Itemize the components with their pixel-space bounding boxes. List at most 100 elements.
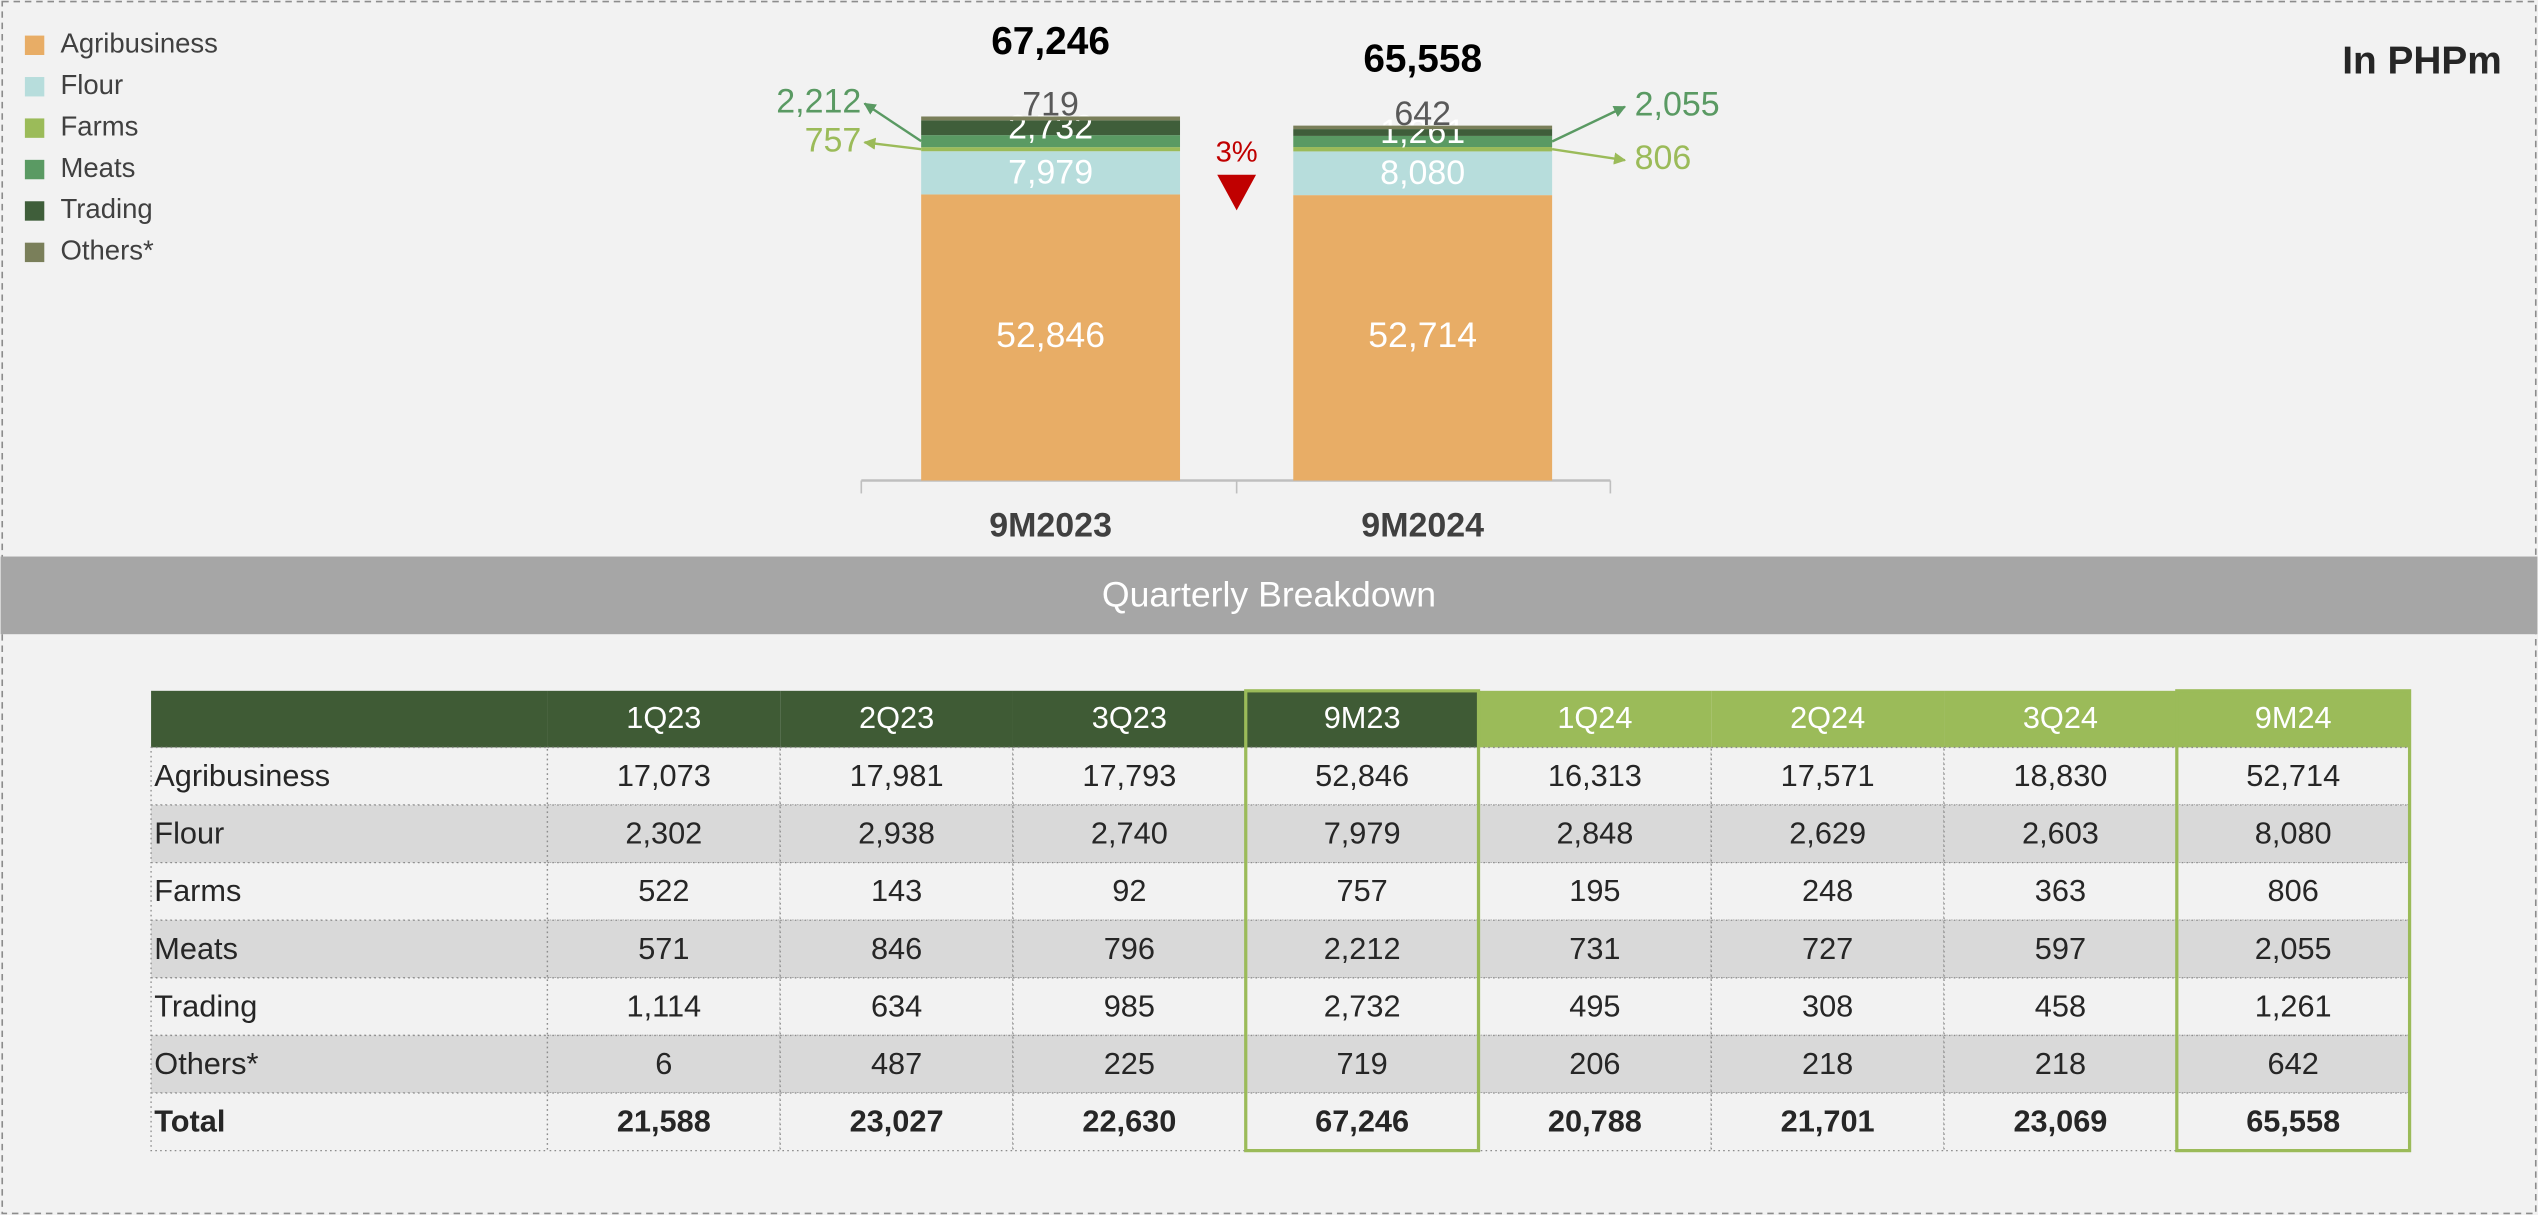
table-header-text: 2Q23 xyxy=(859,700,934,735)
table-cell xyxy=(779,746,1014,806)
section-band xyxy=(0,556,2538,635)
table-cell-text: 985 xyxy=(1104,988,1155,1023)
table-cell xyxy=(1012,977,1247,1037)
column-highlight xyxy=(2175,689,2412,1153)
bar-segment xyxy=(1293,125,1553,130)
table-cell xyxy=(1012,746,1247,806)
table-row-label: Meats xyxy=(154,931,238,966)
table-cell-text: 796 xyxy=(1104,931,1155,966)
table-header-cell xyxy=(1245,690,1479,748)
table-cell-text: 218 xyxy=(2035,1046,2086,1081)
table-cell-text: 731 xyxy=(1569,931,1620,966)
table-cell-text: 21,588 xyxy=(617,1104,711,1139)
table-header-text: 3Q23 xyxy=(1092,700,1167,735)
table-header-cell xyxy=(151,690,548,748)
table-cell-text: 487 xyxy=(871,1046,922,1081)
table-cell xyxy=(1943,977,2178,1037)
bar-segment xyxy=(921,147,1181,152)
table-cell-text: 2,212 xyxy=(1324,931,1401,966)
table-cell xyxy=(1710,977,1945,1037)
table-cell xyxy=(2176,746,2411,806)
data-label: 7,979 xyxy=(1008,153,1093,191)
table-cell xyxy=(150,919,549,979)
table-cell-text: 2,848 xyxy=(1556,816,1633,851)
bar-segment xyxy=(1293,135,1553,148)
table-cell-text: 143 xyxy=(871,873,922,908)
table-header-cell xyxy=(1012,690,1246,748)
table-cell xyxy=(1477,804,1712,864)
table-cell-text: 20,788 xyxy=(1548,1104,1642,1139)
table-cell-text: 495 xyxy=(1569,988,1620,1023)
table-cell-text: 218 xyxy=(1802,1046,1853,1081)
legend-label: Trading xyxy=(60,193,152,224)
table-cell xyxy=(1710,746,1945,806)
table-cell xyxy=(150,1034,549,1094)
table-cell xyxy=(1477,1034,1712,1094)
bar-segment xyxy=(1293,195,1553,481)
table-cell-text: 225 xyxy=(1104,1046,1155,1081)
table-cell xyxy=(546,919,781,979)
legend-swatch xyxy=(24,35,45,56)
table-cell-text: 363 xyxy=(2035,873,2086,908)
table-header-cell xyxy=(1478,690,1712,748)
data-label: 719 xyxy=(1022,86,1079,124)
table-cell-text: 92 xyxy=(1112,873,1146,908)
legend-label: Agribusiness xyxy=(60,28,217,59)
callout-arrow xyxy=(1551,148,1627,165)
table-cell-text: 16,313 xyxy=(1548,758,1642,793)
total-label: 67,246 xyxy=(991,20,1110,63)
table-cell xyxy=(1245,977,1480,1037)
table-header-text: 1Q23 xyxy=(626,700,701,735)
bar-segment xyxy=(921,120,1181,136)
table-cell xyxy=(1012,861,1247,921)
table-cell-text: 308 xyxy=(1802,988,1853,1023)
table-cell xyxy=(1245,1092,1480,1152)
column-highlight xyxy=(1244,689,1481,1153)
x-tick-label: 9M2024 xyxy=(1361,506,1484,544)
table-cell-text: 2,302 xyxy=(625,816,702,851)
bar-segment xyxy=(921,116,1181,121)
callout-arrow xyxy=(863,102,922,143)
legend-label: Flour xyxy=(60,69,123,100)
table-cell-text: 17,073 xyxy=(617,758,711,793)
table-cell-text: 806 xyxy=(2268,873,2319,908)
table-header-cell xyxy=(2176,690,2410,748)
table-cell xyxy=(1477,919,1712,979)
table-cell-text: 8,080 xyxy=(2255,816,2332,851)
table-cell xyxy=(546,1092,781,1152)
table-header-text: 2Q24 xyxy=(1790,700,1865,735)
table-cell-text: 719 xyxy=(1336,1046,1387,1081)
data-label: 806 xyxy=(1635,139,1692,177)
table-cell-text: 642 xyxy=(2268,1046,2319,1081)
table-cell-text: 17,793 xyxy=(1082,758,1176,793)
bar-segment xyxy=(921,194,1181,481)
data-label: 2,055 xyxy=(1635,86,1720,124)
data-label: 642 xyxy=(1394,95,1451,133)
table-cell xyxy=(1943,1034,2178,1094)
table-cell xyxy=(779,1034,1014,1094)
table-header-text: 9M23 xyxy=(1324,700,1401,735)
table-cell-text: 67,246 xyxy=(1315,1104,1409,1139)
table-cell xyxy=(1245,861,1480,921)
table-cell xyxy=(2176,919,2411,979)
table-cell-text: 17,981 xyxy=(850,758,944,793)
table-row-label: Farms xyxy=(154,873,241,908)
legend-label: Farms xyxy=(60,110,138,141)
table-cell xyxy=(150,861,549,921)
table-cell-text: 2,055 xyxy=(2255,931,2332,966)
table-cell-text: 634 xyxy=(871,988,922,1023)
table-cell xyxy=(1710,1092,1945,1152)
table-cell xyxy=(2176,804,2411,864)
table-cell xyxy=(1012,804,1247,864)
table-row-label: Others* xyxy=(154,1046,258,1081)
data-label: 2,212 xyxy=(776,83,861,121)
table-cell-text: 1,261 xyxy=(2255,988,2332,1023)
table-cell xyxy=(1943,919,2178,979)
data-label: 52,714 xyxy=(1368,315,1477,355)
table-cell-text: 206 xyxy=(1569,1046,1620,1081)
table-cell-text: 1,114 xyxy=(627,988,702,1023)
table-cell xyxy=(1477,861,1712,921)
table-cell-text: 2,732 xyxy=(1324,988,1401,1023)
table-cell xyxy=(1710,1034,1945,1094)
